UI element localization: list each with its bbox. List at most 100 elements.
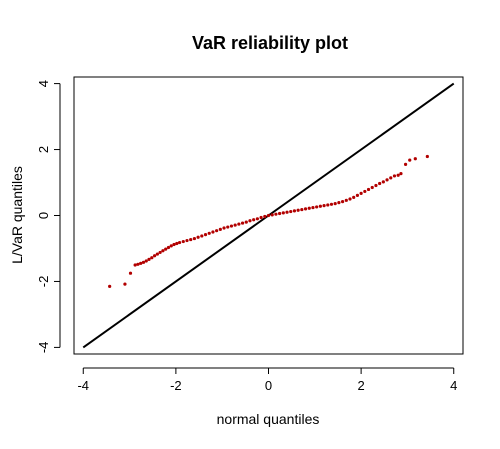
data-point — [172, 242, 176, 247]
data-point — [207, 231, 211, 235]
data-point — [311, 205, 315, 210]
data-point — [270, 213, 274, 217]
x-tick-label: 0 — [265, 378, 272, 393]
data-point — [403, 162, 408, 166]
data-point — [408, 158, 412, 162]
data-point — [252, 218, 256, 222]
data-point — [366, 187, 371, 192]
data-point — [161, 249, 165, 253]
data-point — [108, 284, 112, 288]
data-point — [385, 178, 389, 182]
data-point — [363, 189, 367, 194]
data-point — [292, 209, 297, 213]
data-point — [203, 233, 208, 237]
data-points — [108, 154, 429, 288]
x-axis: -4 -2 0 2 4 — [77, 367, 457, 393]
data-point — [229, 224, 234, 228]
data-point — [344, 198, 348, 202]
x-tick-label: 2 — [358, 378, 365, 393]
x-tick-label: -2 — [170, 378, 182, 393]
data-point — [329, 202, 334, 206]
data-point — [278, 211, 282, 216]
data-point — [378, 181, 382, 186]
y-tick-label: 0 — [36, 212, 51, 219]
data-point — [322, 204, 326, 208]
chart-title: VaR reliability plot — [192, 33, 348, 53]
data-point — [337, 201, 341, 205]
y-tick-label: 2 — [36, 146, 51, 153]
data-point — [318, 204, 322, 208]
data-point — [355, 193, 360, 197]
data-point — [141, 260, 146, 264]
data-point — [211, 230, 215, 234]
data-point — [425, 154, 429, 159]
data-point — [255, 217, 259, 221]
data-point — [164, 247, 168, 251]
data-point — [374, 183, 378, 188]
data-point — [244, 220, 248, 224]
data-point — [303, 207, 308, 211]
data-point — [147, 257, 151, 261]
data-point — [381, 180, 385, 184]
x-tick-label: -4 — [77, 378, 89, 393]
x-axis-label: normal quantiles — [217, 411, 320, 427]
data-point — [189, 237, 193, 242]
data-point — [340, 200, 345, 204]
data-point — [133, 263, 137, 267]
plot-frame — [73, 76, 464, 355]
data-point — [200, 234, 204, 238]
y-axis-label: L/VaR quantiles — [9, 166, 25, 264]
data-point — [396, 173, 400, 177]
data-point — [296, 208, 300, 212]
data-point — [315, 205, 319, 209]
data-point — [307, 206, 311, 210]
data-point — [399, 172, 403, 176]
data-point — [196, 235, 200, 239]
data-point — [281, 211, 285, 215]
data-point — [266, 213, 271, 218]
data-point — [300, 207, 304, 212]
data-point — [222, 226, 226, 230]
data-point — [166, 245, 171, 250]
data-point — [285, 210, 289, 214]
data-point — [123, 282, 127, 286]
data-point — [392, 174, 397, 178]
data-point — [226, 225, 230, 229]
data-point — [185, 238, 189, 243]
data-point — [348, 197, 352, 201]
data-point — [263, 214, 267, 219]
data-point — [181, 239, 185, 244]
data-point — [274, 212, 278, 216]
data-point — [248, 219, 252, 223]
data-point — [413, 157, 417, 161]
data-point — [289, 209, 293, 214]
y-axis: -4 -2 0 2 4 — [36, 80, 61, 354]
data-point — [192, 236, 197, 241]
data-point — [326, 203, 330, 207]
data-point — [152, 254, 157, 258]
data-point — [259, 215, 263, 220]
data-point — [233, 223, 237, 227]
data-point — [389, 176, 393, 180]
data-point — [237, 222, 241, 226]
data-point — [169, 244, 173, 248]
data-point — [215, 229, 219, 233]
data-point — [150, 256, 154, 260]
y-tick-label: -4 — [36, 342, 51, 354]
data-point — [333, 202, 337, 206]
data-point — [139, 261, 143, 265]
y-tick-label: 4 — [36, 80, 51, 87]
data-point — [128, 271, 133, 275]
data-point — [155, 252, 159, 256]
data-point — [218, 227, 222, 231]
data-point — [352, 195, 356, 199]
data-point — [370, 185, 374, 190]
data-point — [158, 250, 162, 255]
data-point — [136, 262, 140, 266]
data-point — [177, 240, 182, 245]
data-point — [359, 191, 363, 196]
data-point — [240, 221, 245, 225]
x-tick-label: 4 — [450, 378, 457, 393]
data-point — [144, 259, 148, 263]
